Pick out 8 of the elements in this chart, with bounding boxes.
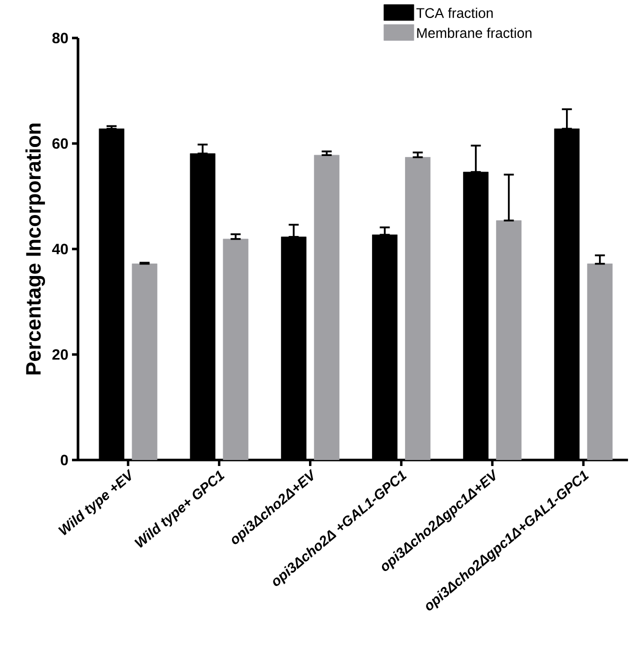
y-tick-label: 80 [52, 32, 68, 44]
y-tick-label: 40 [52, 244, 68, 254]
y-tick-label: 20 [52, 349, 68, 360]
legend-label: TCA fraction [416, 8, 493, 18]
y-tick-label: 60 [52, 138, 68, 149]
legend-label: Membrane fraction [417, 28, 532, 38]
y-tick-label: 0 [60, 454, 68, 466]
y-axis-title: Percentage Incorporation [25, 124, 46, 374]
